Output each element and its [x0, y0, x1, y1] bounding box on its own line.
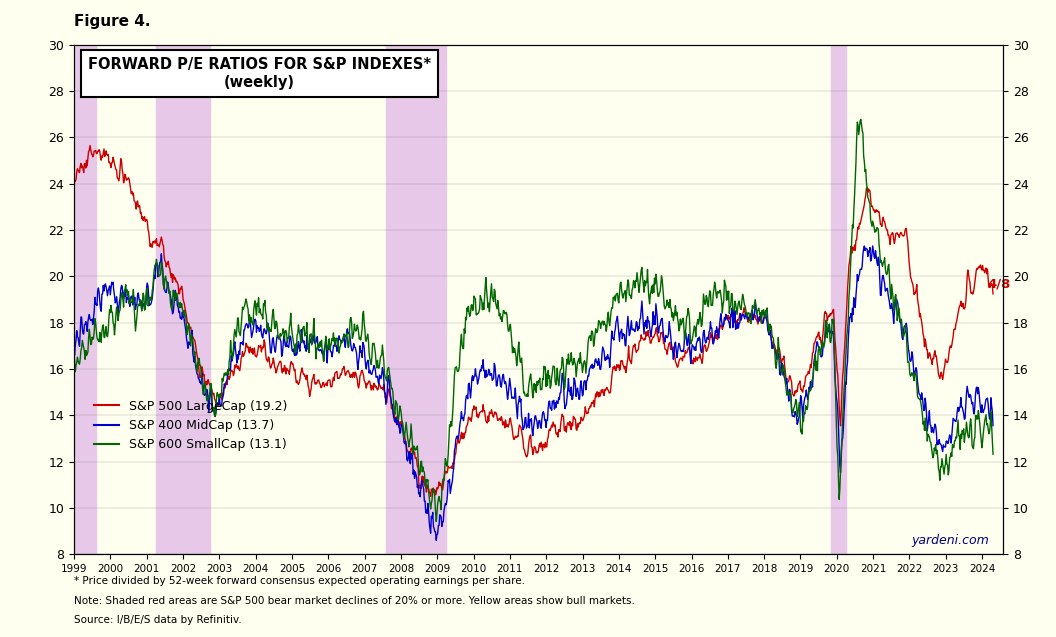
Text: * Price divided by 52-week forward consensus expected operating earnings per sha: * Price divided by 52-week forward conse… [74, 576, 525, 587]
Text: Source: I/B/E/S data by Refinitiv.: Source: I/B/E/S data by Refinitiv. [74, 615, 242, 625]
Text: 4/8: 4/8 [987, 278, 1011, 291]
Text: Figure 4.: Figure 4. [74, 13, 150, 29]
Bar [386, 45, 447, 554]
Text: FORWARD P/E RATIOS FOR S&P INDEXES*
(weekly): FORWARD P/E RATIOS FOR S&P INDEXES* (wee… [88, 57, 431, 90]
Bar [74, 45, 96, 554]
Bar [831, 45, 846, 554]
Bar [155, 45, 210, 554]
Text: Note: Shaded red areas are S&P 500 bear market declines of 20% or more. Yellow a: Note: Shaded red areas are S&P 500 bear … [74, 596, 635, 606]
Legend: S&P 500 LargeCap (19.2), S&P 400 MidCap (13.7), S&P 600 SmallCap (13.1): S&P 500 LargeCap (19.2), S&P 400 MidCap … [90, 395, 293, 456]
Text: yardeni.com: yardeni.com [911, 534, 989, 547]
